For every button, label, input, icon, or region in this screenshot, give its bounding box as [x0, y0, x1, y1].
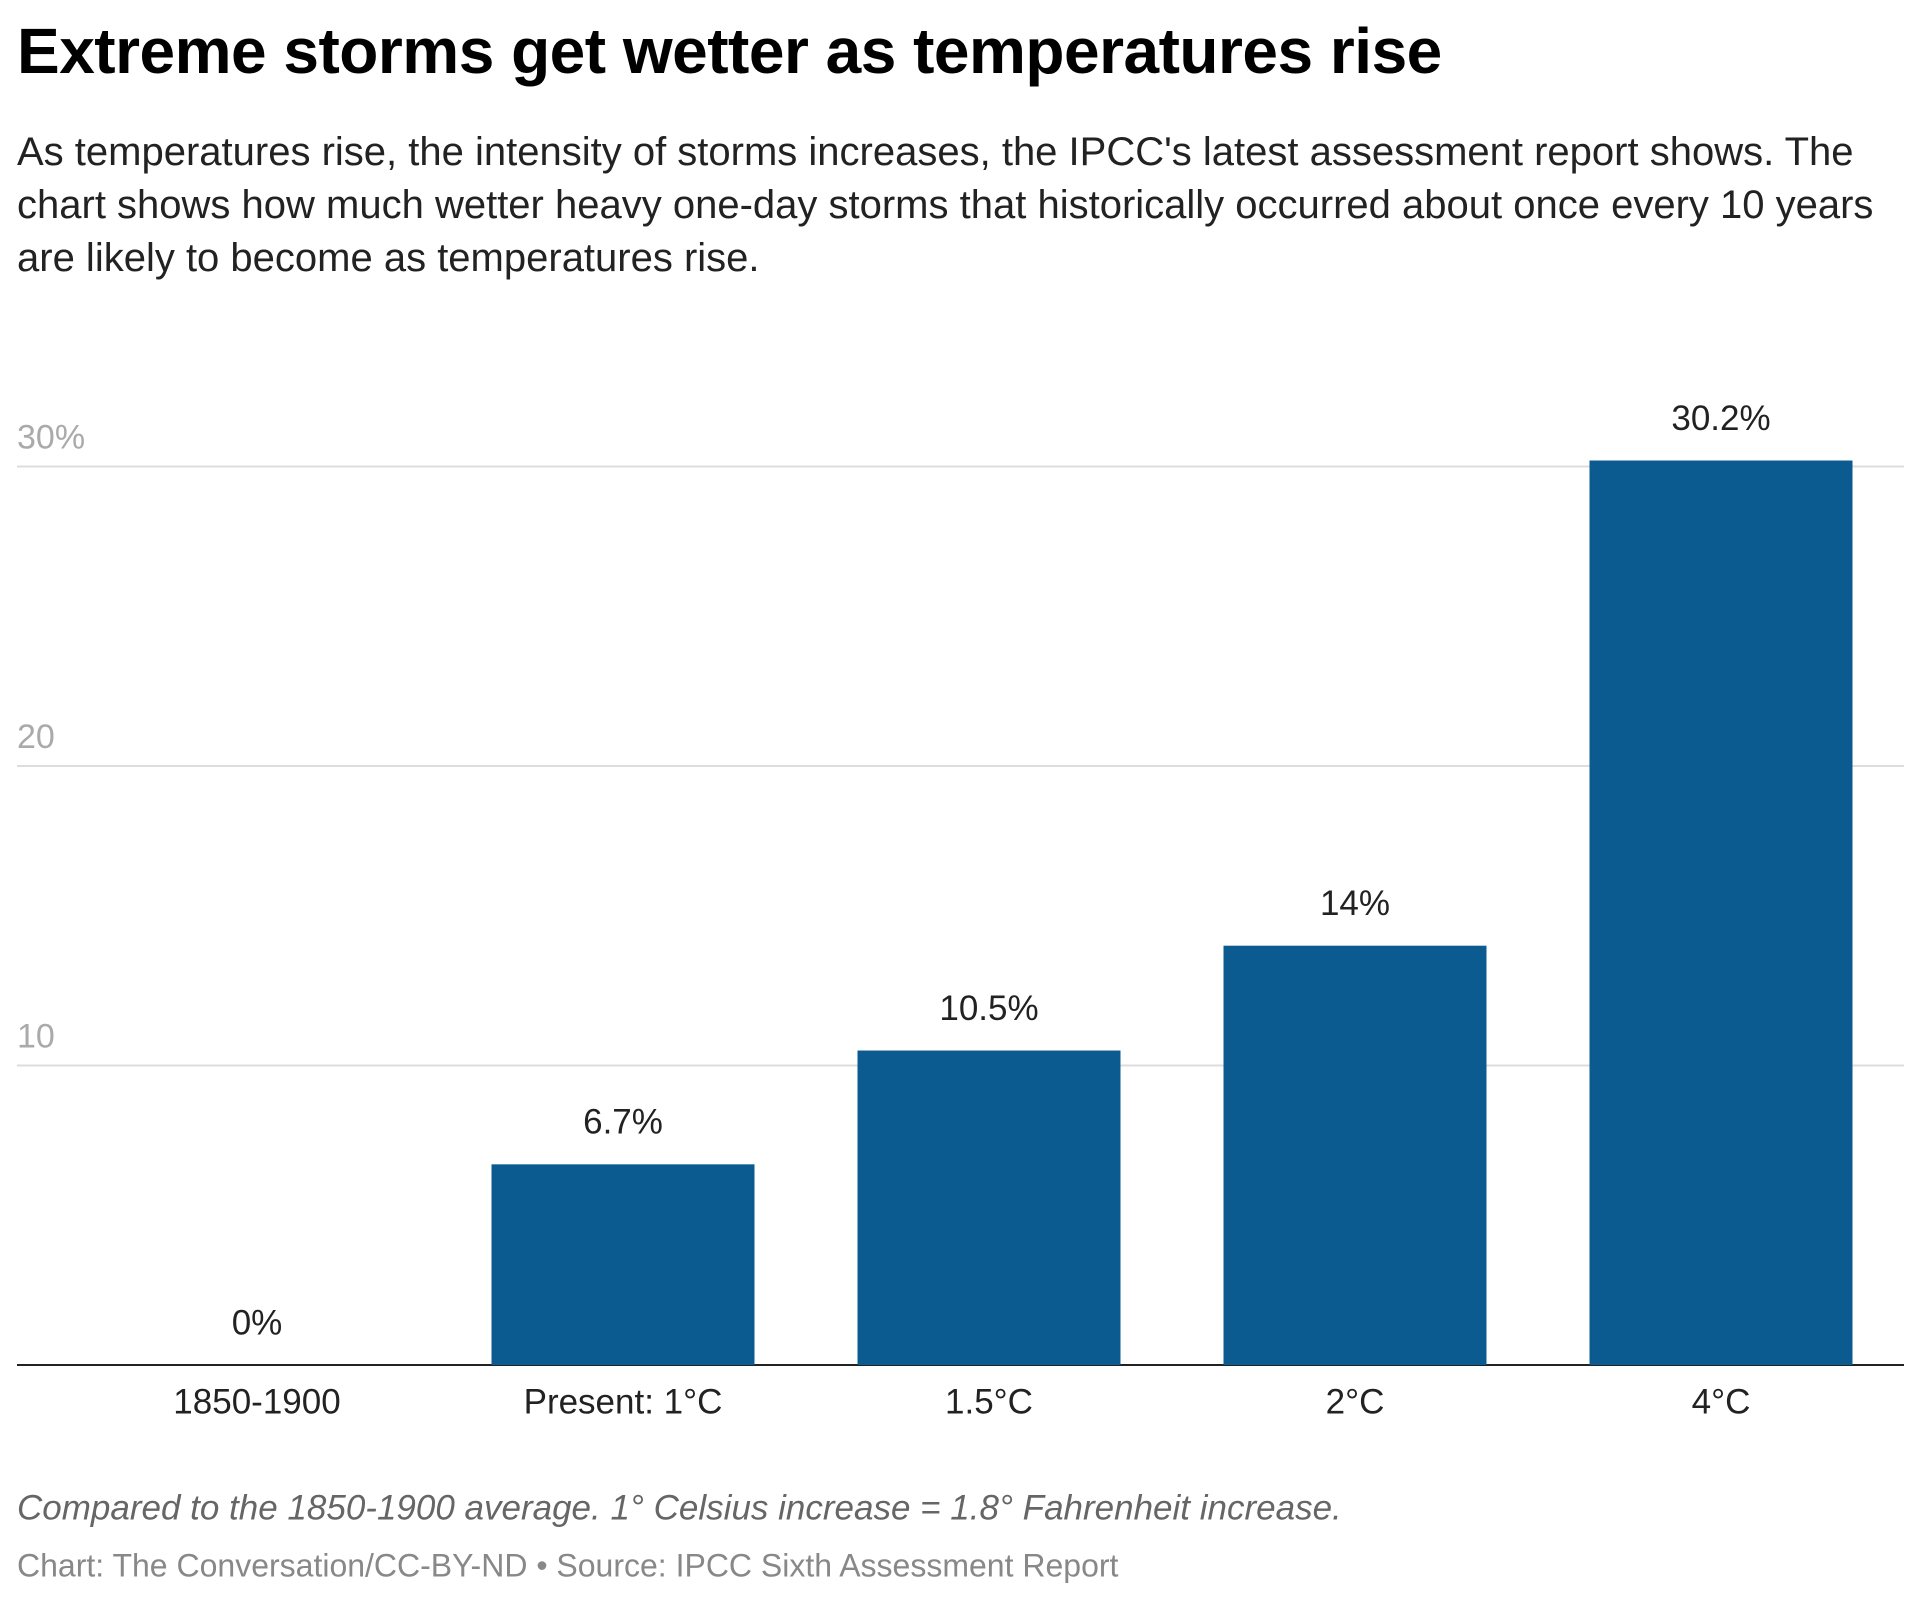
x-tick-label: Present: 1°C — [524, 1382, 723, 1421]
bar — [1223, 945, 1487, 1365]
value-label: 30.2% — [1671, 399, 1770, 438]
value-label: 14% — [1320, 884, 1390, 923]
bar — [491, 1164, 755, 1365]
y-tick-label: 10 — [17, 1017, 55, 1055]
bar — [857, 1050, 1121, 1365]
y-tick-label: 20 — [17, 718, 55, 756]
chart-note: Compared to the 1850-1900 average. 1° Ce… — [17, 1488, 1342, 1527]
value-label: 0% — [232, 1303, 283, 1342]
value-label: 10.5% — [939, 989, 1038, 1028]
bar — [1589, 460, 1853, 1365]
x-tick-label: 1.5°C — [945, 1382, 1033, 1421]
y-tick-label: 30% — [17, 418, 85, 456]
chart-source: Chart: The Conversation/CC-BY-ND • Sourc… — [17, 1547, 1119, 1583]
chart-title: Extreme storms get wetter as temperature… — [17, 15, 1442, 87]
chart-subtitle: As temperatures rise, the intensity of s… — [17, 130, 1874, 280]
x-tick-label: 1850-1900 — [173, 1382, 340, 1421]
x-tick-label: 4°C — [1692, 1382, 1751, 1421]
value-label: 6.7% — [583, 1103, 663, 1142]
x-tick-label: 2°C — [1326, 1382, 1385, 1421]
